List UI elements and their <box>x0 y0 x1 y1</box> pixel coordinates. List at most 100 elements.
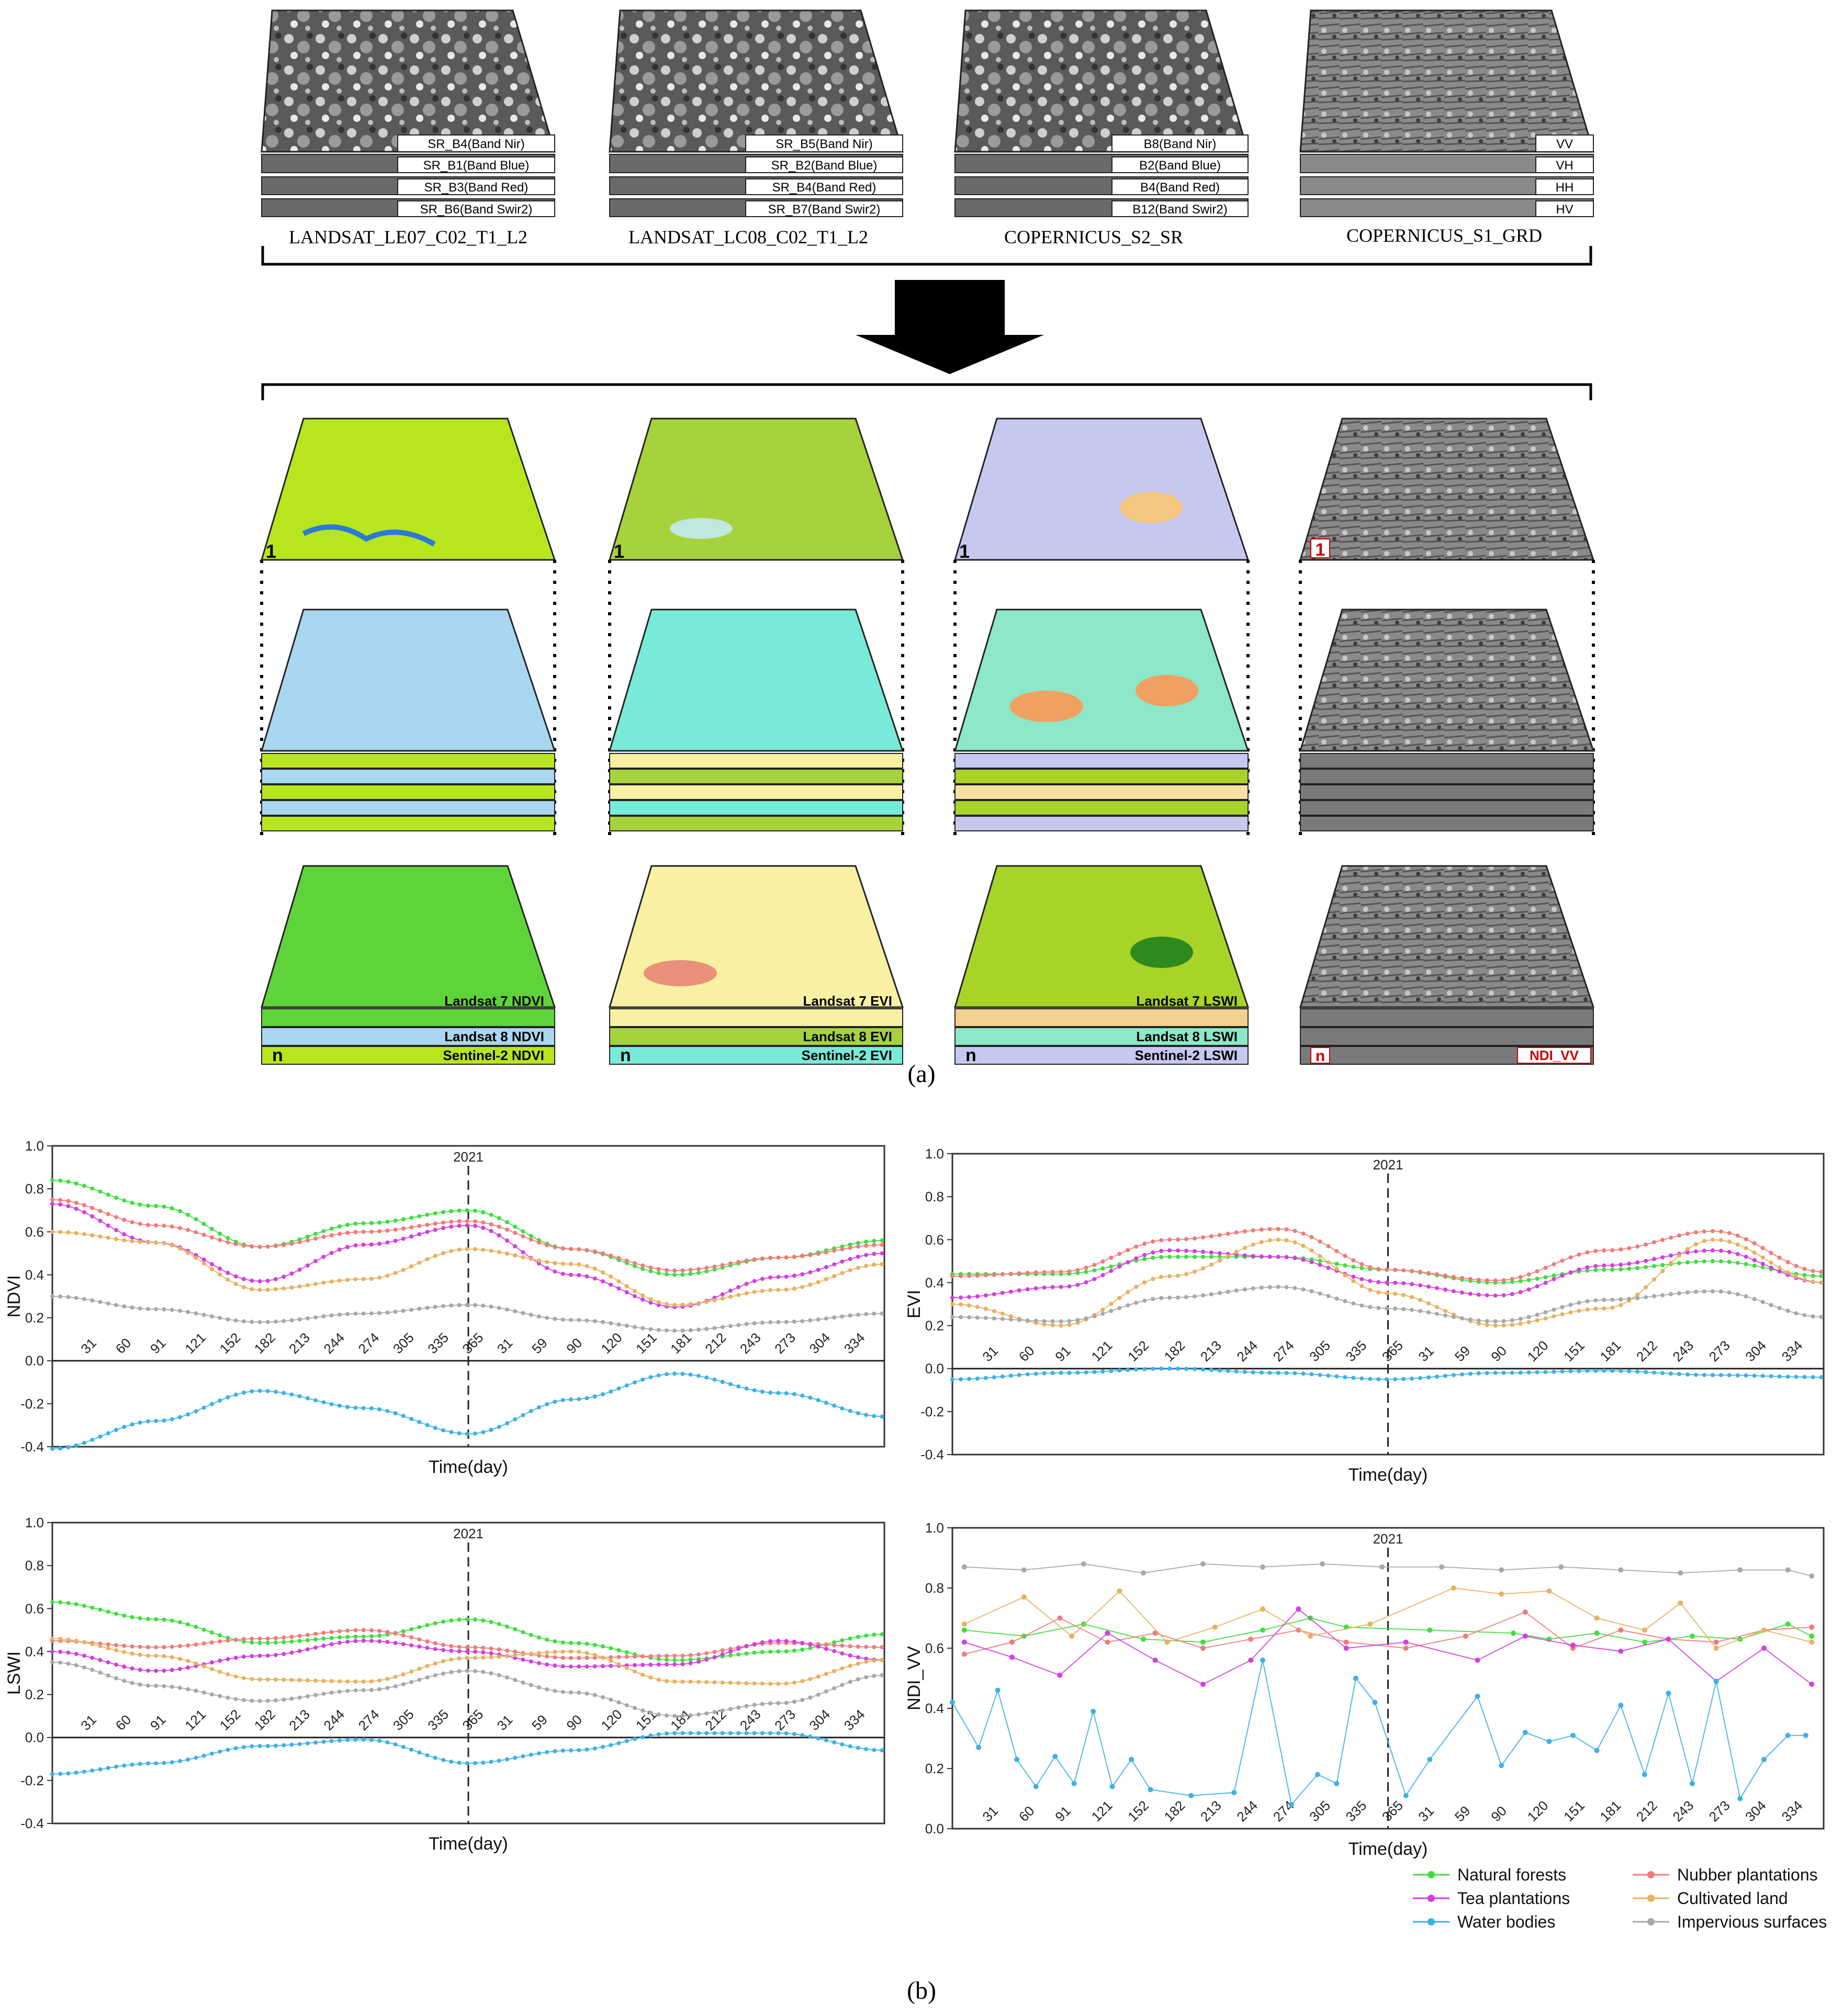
data-point <box>186 1659 190 1663</box>
data-point <box>1685 1250 1690 1255</box>
data-point <box>209 1226 214 1231</box>
data-point <box>569 1649 573 1654</box>
data-point <box>704 1657 709 1662</box>
data-point <box>577 1262 581 1267</box>
data-point <box>138 1668 142 1672</box>
data-point <box>1401 1268 1406 1272</box>
data-point <box>481 1210 486 1214</box>
data-point <box>66 1204 71 1209</box>
data-point <box>1234 1249 1239 1254</box>
data-point <box>633 1325 637 1330</box>
data-point <box>273 1698 278 1703</box>
data-point <box>864 1645 869 1649</box>
data-point <box>1403 1793 1409 1798</box>
data-point <box>736 1705 741 1710</box>
data-point <box>130 1666 134 1671</box>
data-point <box>1735 1242 1740 1247</box>
data-point <box>146 1419 150 1424</box>
data-point <box>856 1266 860 1270</box>
data-point <box>712 1298 717 1303</box>
data-point <box>417 1750 422 1755</box>
data-point <box>569 1247 573 1252</box>
data-point <box>1666 1636 1671 1642</box>
data-point <box>177 1685 182 1690</box>
data-point <box>361 1406 366 1411</box>
data-point <box>880 1645 884 1650</box>
data-point <box>154 1617 159 1621</box>
data-point <box>1678 1570 1683 1576</box>
data-point <box>1259 1286 1264 1290</box>
data-point <box>808 1253 813 1257</box>
data-point <box>1359 1376 1364 1381</box>
data-point <box>1193 1236 1197 1241</box>
data-point <box>1644 1370 1648 1375</box>
data-point <box>1702 1248 1706 1253</box>
data-point <box>1660 1293 1665 1298</box>
data-point <box>146 1617 150 1621</box>
data-point <box>656 1300 661 1304</box>
data-point <box>90 1668 95 1672</box>
data-point <box>832 1669 837 1673</box>
data-point <box>672 1714 677 1718</box>
data-point <box>425 1753 430 1758</box>
data-point <box>545 1650 549 1655</box>
year-marker-label: 2021 <box>453 1526 484 1541</box>
data-point <box>1159 1275 1164 1279</box>
data-point <box>1459 1290 1464 1295</box>
data-point <box>1008 1317 1013 1322</box>
data-point <box>1293 1286 1297 1290</box>
data-point <box>409 1416 414 1421</box>
data-point <box>816 1692 821 1697</box>
data-point <box>82 1653 86 1658</box>
data-point <box>1167 1274 1172 1279</box>
data-point <box>712 1680 717 1685</box>
data-point <box>1152 1630 1158 1636</box>
data-point <box>1593 1248 1598 1253</box>
data-point <box>601 1279 605 1283</box>
data-point <box>1760 1300 1765 1304</box>
data-point <box>553 1663 557 1668</box>
data-point <box>633 1294 637 1299</box>
data-point <box>385 1630 390 1635</box>
data-point <box>441 1619 446 1624</box>
data-point <box>369 1628 374 1632</box>
data-point <box>1067 1269 1072 1274</box>
data-point <box>601 1270 605 1275</box>
data-point <box>720 1296 725 1301</box>
data-point <box>401 1744 406 1749</box>
data-point <box>976 1744 982 1750</box>
data-point <box>856 1312 860 1317</box>
data-point <box>1159 1296 1164 1300</box>
data-point <box>1251 1370 1255 1375</box>
data-point <box>1761 1756 1767 1762</box>
band-label: SR_B5(Band Nir) <box>776 137 872 151</box>
data-point <box>465 1208 469 1213</box>
data-point <box>1100 1308 1105 1312</box>
data-point <box>425 1222 430 1227</box>
data-point <box>457 1669 462 1674</box>
data-point <box>1522 1634 1528 1639</box>
y-tick-label: 1.0 <box>925 1520 944 1536</box>
data-point <box>1451 1275 1456 1279</box>
data-point <box>209 1640 214 1645</box>
data-point <box>481 1430 486 1435</box>
data-point <box>1535 1318 1539 1323</box>
data-point <box>648 1710 653 1715</box>
data-point <box>186 1687 190 1692</box>
data-point <box>1260 1627 1265 1633</box>
data-point <box>1585 1299 1590 1303</box>
data-point <box>377 1687 382 1692</box>
data-point <box>1092 1268 1097 1272</box>
data-point <box>1744 1373 1748 1378</box>
data-point <box>840 1247 845 1252</box>
data-point <box>345 1679 350 1684</box>
data-point <box>297 1267 302 1272</box>
data-point <box>648 1297 653 1302</box>
data-point <box>1184 1367 1188 1371</box>
data-point <box>1635 1292 1640 1297</box>
data-point <box>1242 1246 1247 1250</box>
data-point <box>1184 1295 1188 1299</box>
data-point <box>250 1698 254 1703</box>
data-point <box>1293 1229 1297 1233</box>
data-point <box>513 1653 518 1658</box>
